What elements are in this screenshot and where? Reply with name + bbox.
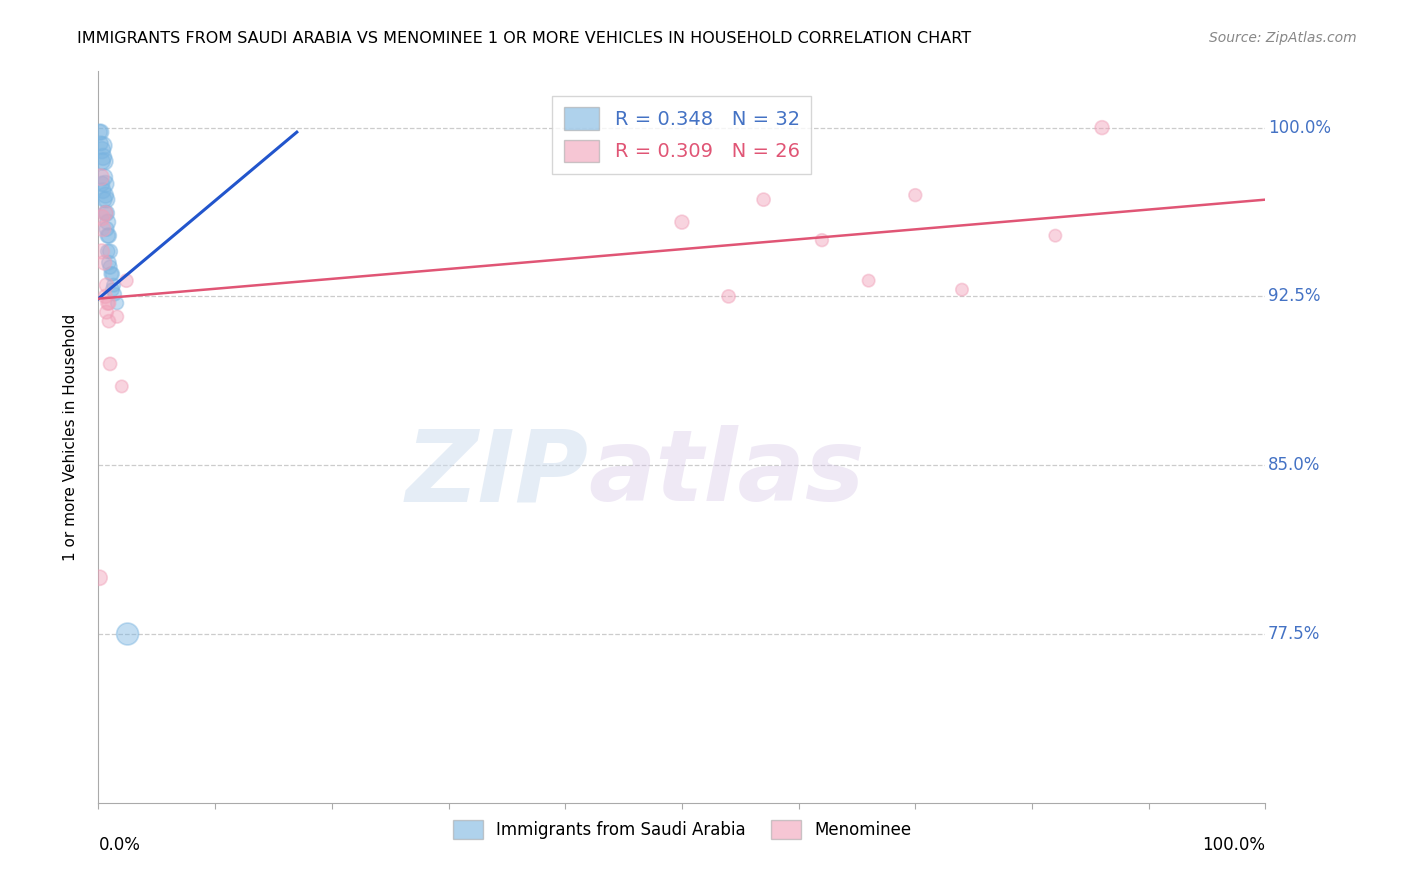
Text: atlas: atlas [589,425,865,522]
Point [97,296,120,310]
Point [91,184,114,198]
Point [94,188,117,202]
Point [94,206,117,220]
Point [97,244,120,259]
Point [100,267,122,281]
Point [94,289,117,303]
Point [93,154,115,169]
Point [94,206,117,220]
Text: 0.0%: 0.0% [98,836,141,854]
Point [97,255,120,269]
Point [90,143,112,157]
Point [103,278,125,293]
Point [96,193,118,207]
Text: Source: ZipAtlas.com: Source: ZipAtlas.com [1209,31,1357,45]
Point [97,228,120,243]
Point [94,177,117,191]
Point [98,357,121,371]
Point [96,206,118,220]
Point [90,211,112,225]
Text: 77.5%: 77.5% [1268,625,1320,643]
Point [111,379,134,393]
Point [90,170,112,185]
Point [811,233,834,247]
Point [93,193,115,207]
Text: IMMIGRANTS FROM SAUDI ARABIA VS MENOMINEE 1 OR MORE VEHICLES IN HOUSEHOLD CORREL: IMMIGRANTS FROM SAUDI ARABIA VS MENOMINE… [77,31,972,46]
Point [97,314,120,328]
Point [1091,120,1114,135]
Point [90,177,112,191]
Point [717,289,740,303]
Point [98,244,121,259]
Point [97,296,120,310]
Point [105,296,128,310]
Point [89,571,111,585]
Point [93,170,115,185]
Text: 85.0%: 85.0% [1268,456,1320,475]
Point [1045,228,1067,243]
Legend: Immigrants from Saudi Arabia, Menominee: Immigrants from Saudi Arabia, Menominee [446,814,918,846]
Point [115,274,138,288]
Point [104,287,127,301]
Point [117,627,139,641]
Point [671,215,693,229]
Text: 92.5%: 92.5% [1268,287,1320,305]
Point [904,188,927,202]
Point [97,215,120,229]
Point [93,255,115,269]
Point [101,267,124,281]
Point [96,222,118,236]
Point [101,283,124,297]
Point [90,136,112,151]
Point [950,283,973,297]
Text: ZIP: ZIP [405,425,589,522]
Point [98,260,121,275]
Point [90,125,112,139]
Point [90,154,112,169]
Point [96,305,118,319]
Y-axis label: 1 or more Vehicles in Household: 1 or more Vehicles in Household [63,313,77,561]
Point [858,274,880,288]
Point [97,228,120,243]
Text: 100.0%: 100.0% [1202,836,1265,854]
Point [91,150,114,164]
Point [96,278,118,293]
Point [105,310,128,324]
Point [91,222,114,236]
Point [752,193,775,207]
Point [91,138,114,153]
Text: 100.0%: 100.0% [1268,119,1330,136]
Point [90,244,112,259]
Point [89,125,111,139]
